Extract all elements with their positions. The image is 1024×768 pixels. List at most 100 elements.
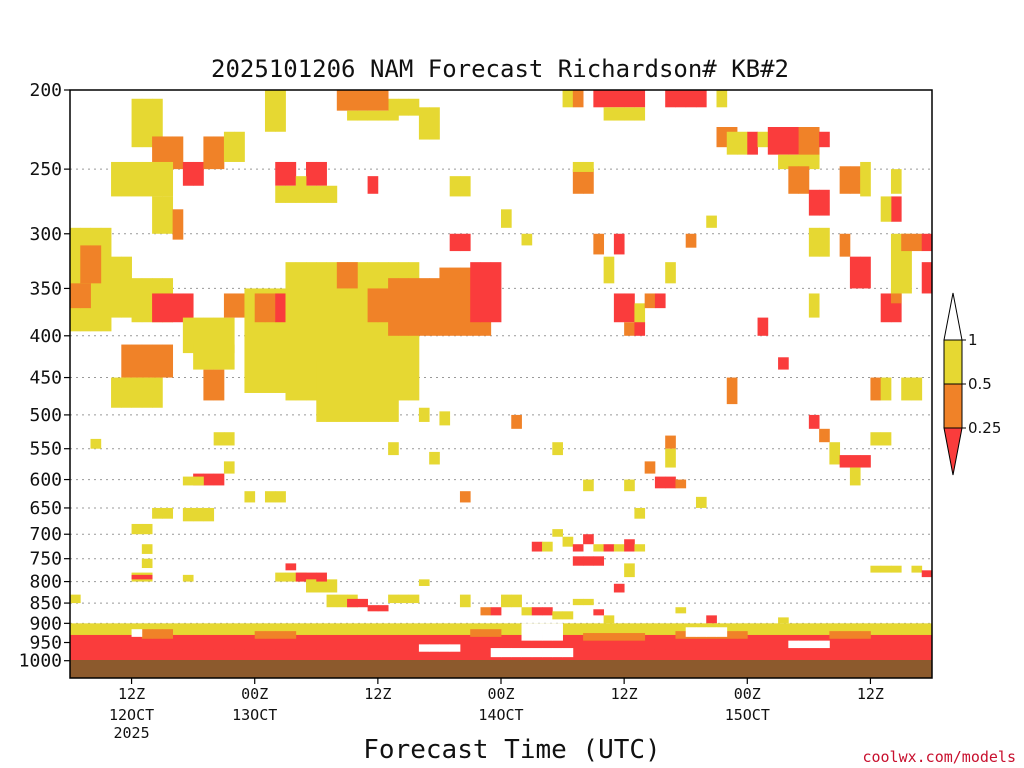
ri-cell bbox=[644, 293, 656, 309]
ri-cell bbox=[880, 649, 892, 663]
ri-cell bbox=[819, 227, 830, 257]
colorbar-legend: 1 0.5 0.25 bbox=[943, 292, 1001, 476]
ri-cell bbox=[285, 262, 297, 401]
ri-cell bbox=[788, 623, 799, 647]
ri-gap-cell bbox=[501, 648, 512, 658]
y-tick-label: 750 bbox=[29, 549, 62, 570]
ri-cell bbox=[398, 278, 410, 336]
ri-cell bbox=[849, 455, 861, 468]
ri-cell bbox=[932, 234, 943, 251]
ri-cell bbox=[942, 635, 953, 661]
ri-cell bbox=[849, 166, 861, 194]
ri-cell bbox=[572, 649, 584, 663]
ri-cell bbox=[275, 185, 286, 203]
ri-cell bbox=[418, 107, 430, 140]
y-tick-label: 250 bbox=[29, 159, 62, 180]
ri-cell bbox=[490, 629, 502, 637]
y-tick-label: 900 bbox=[29, 613, 62, 634]
ri-cell bbox=[562, 90, 574, 108]
ri-cell bbox=[182, 293, 194, 323]
ri-cell bbox=[223, 634, 235, 661]
ri-cell bbox=[706, 615, 717, 624]
ri-cell bbox=[819, 623, 830, 647]
ri-cell bbox=[367, 262, 379, 401]
ri-cell bbox=[644, 461, 656, 474]
ri-cell bbox=[942, 623, 953, 646]
ri-cell bbox=[408, 634, 420, 661]
ri-cell bbox=[562, 623, 574, 647]
x-tick-date: 15OCT bbox=[725, 706, 770, 724]
ri-cell bbox=[767, 127, 779, 155]
ri-cell bbox=[141, 278, 153, 323]
ri-cell bbox=[316, 262, 327, 401]
ri-cell bbox=[480, 262, 492, 323]
ri-cell bbox=[418, 278, 430, 336]
ri-cell bbox=[726, 634, 738, 661]
ri-cell bbox=[798, 166, 810, 194]
ri-cell bbox=[921, 623, 932, 647]
ri-cell bbox=[111, 623, 122, 647]
ri-cell bbox=[131, 523, 143, 535]
ground-band bbox=[70, 660, 932, 678]
ri-cell bbox=[901, 377, 912, 401]
ri-cell bbox=[388, 98, 399, 116]
ri-cell bbox=[121, 634, 132, 661]
ri-cell bbox=[141, 629, 153, 639]
ri-cell bbox=[162, 136, 174, 170]
ri-cell bbox=[778, 127, 789, 155]
ri-cell bbox=[182, 161, 194, 186]
ri-cell bbox=[141, 634, 153, 661]
ri-cell bbox=[234, 623, 245, 647]
ri-cell bbox=[367, 176, 379, 194]
ri-cell bbox=[111, 649, 122, 663]
ri-gap-cell bbox=[542, 648, 553, 658]
ri-cell bbox=[213, 369, 225, 401]
ri-cell bbox=[839, 631, 851, 639]
ri-cell bbox=[890, 649, 902, 663]
ri-cell bbox=[182, 634, 194, 661]
ri-cell bbox=[429, 107, 440, 140]
ri-cell bbox=[295, 176, 307, 197]
colorbar-label: 1 bbox=[968, 331, 978, 349]
ri-cell bbox=[347, 598, 358, 608]
ri-cell bbox=[254, 634, 266, 661]
ri-cell bbox=[490, 634, 502, 661]
ri-cell bbox=[737, 649, 748, 663]
ri-cell bbox=[572, 634, 584, 661]
ri-cell bbox=[521, 607, 533, 616]
ri-cell bbox=[665, 90, 676, 108]
ri-cell bbox=[223, 432, 235, 446]
ri-gap-cell bbox=[521, 623, 533, 641]
ri-cell bbox=[162, 507, 174, 519]
ri-cell bbox=[593, 544, 605, 552]
ri-cell bbox=[295, 623, 307, 647]
ri-cell bbox=[932, 650, 943, 663]
ri-cell bbox=[367, 634, 379, 661]
ri-cell bbox=[367, 110, 379, 121]
ri-cell bbox=[131, 161, 143, 197]
colorbar-bin bbox=[943, 339, 963, 385]
ri-cell bbox=[665, 649, 676, 663]
ri-cell bbox=[80, 283, 91, 309]
ri-cell bbox=[849, 631, 861, 639]
ri-cell bbox=[162, 196, 174, 234]
ri-cell bbox=[377, 361, 389, 422]
ri-cell bbox=[182, 507, 194, 522]
ri-cell bbox=[172, 293, 184, 323]
ri-cell bbox=[223, 131, 235, 162]
ri-cell bbox=[562, 634, 574, 661]
ri-cell bbox=[521, 634, 533, 661]
ri-gap-cell bbox=[531, 623, 543, 641]
ri-cell bbox=[357, 90, 368, 111]
ri-cell bbox=[726, 131, 738, 155]
ri-cell bbox=[778, 634, 789, 661]
credit-text: coolwx.com/models bbox=[862, 748, 1016, 766]
ri-cell bbox=[921, 233, 932, 252]
ri-cell bbox=[439, 267, 451, 284]
ri-cell bbox=[911, 565, 923, 573]
ri-cell bbox=[829, 634, 841, 661]
ri-cell bbox=[470, 629, 481, 637]
ri-cell bbox=[295, 649, 307, 663]
ri-cell bbox=[388, 361, 399, 422]
ri-cell bbox=[244, 288, 256, 393]
